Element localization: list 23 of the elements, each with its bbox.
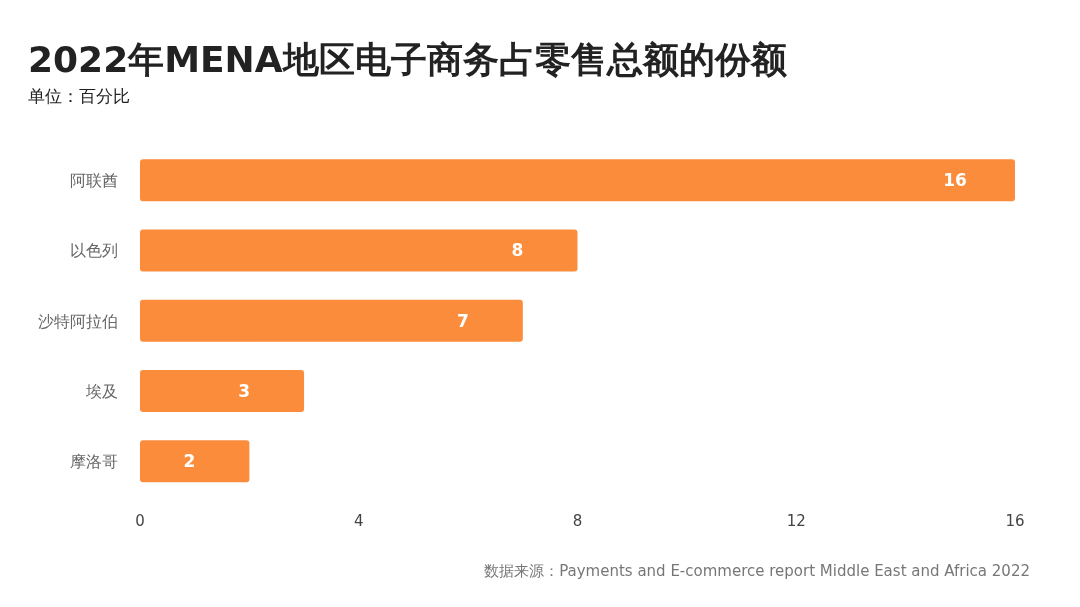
bar	[140, 440, 250, 483]
bar	[140, 229, 578, 272]
x-tick-label: 12	[786, 512, 806, 530]
y-tick-label: 摩洛哥	[70, 452, 118, 472]
x-tick-label: 16	[1005, 512, 1025, 530]
x-tick-label: 8	[572, 512, 583, 530]
data-label: 16	[943, 170, 967, 191]
data-label: 3	[238, 381, 250, 402]
x-tick-label: 4	[353, 512, 364, 530]
y-tick-label: 埃及	[85, 382, 118, 402]
y-tick-label: 沙特阿拉伯	[38, 311, 118, 331]
x-tick-label: 0	[135, 512, 145, 530]
bar	[140, 159, 1015, 202]
bar	[140, 299, 523, 342]
chart-title: 2022年MENA地区电子商务占零售总额的份额	[28, 39, 787, 80]
chart-subtitle: 单位：百分比	[28, 86, 130, 106]
y-tick-label: 阿联酋	[70, 171, 118, 191]
data-label: 7	[456, 310, 469, 331]
source-note: 数据来源：Payments and E-commerce report Middle East and Africa 2022	[484, 562, 1030, 580]
bar	[140, 370, 305, 413]
data-label: 2	[183, 451, 196, 472]
data-label: 8	[511, 240, 524, 261]
y-tick-label: 以色列	[70, 241, 118, 261]
